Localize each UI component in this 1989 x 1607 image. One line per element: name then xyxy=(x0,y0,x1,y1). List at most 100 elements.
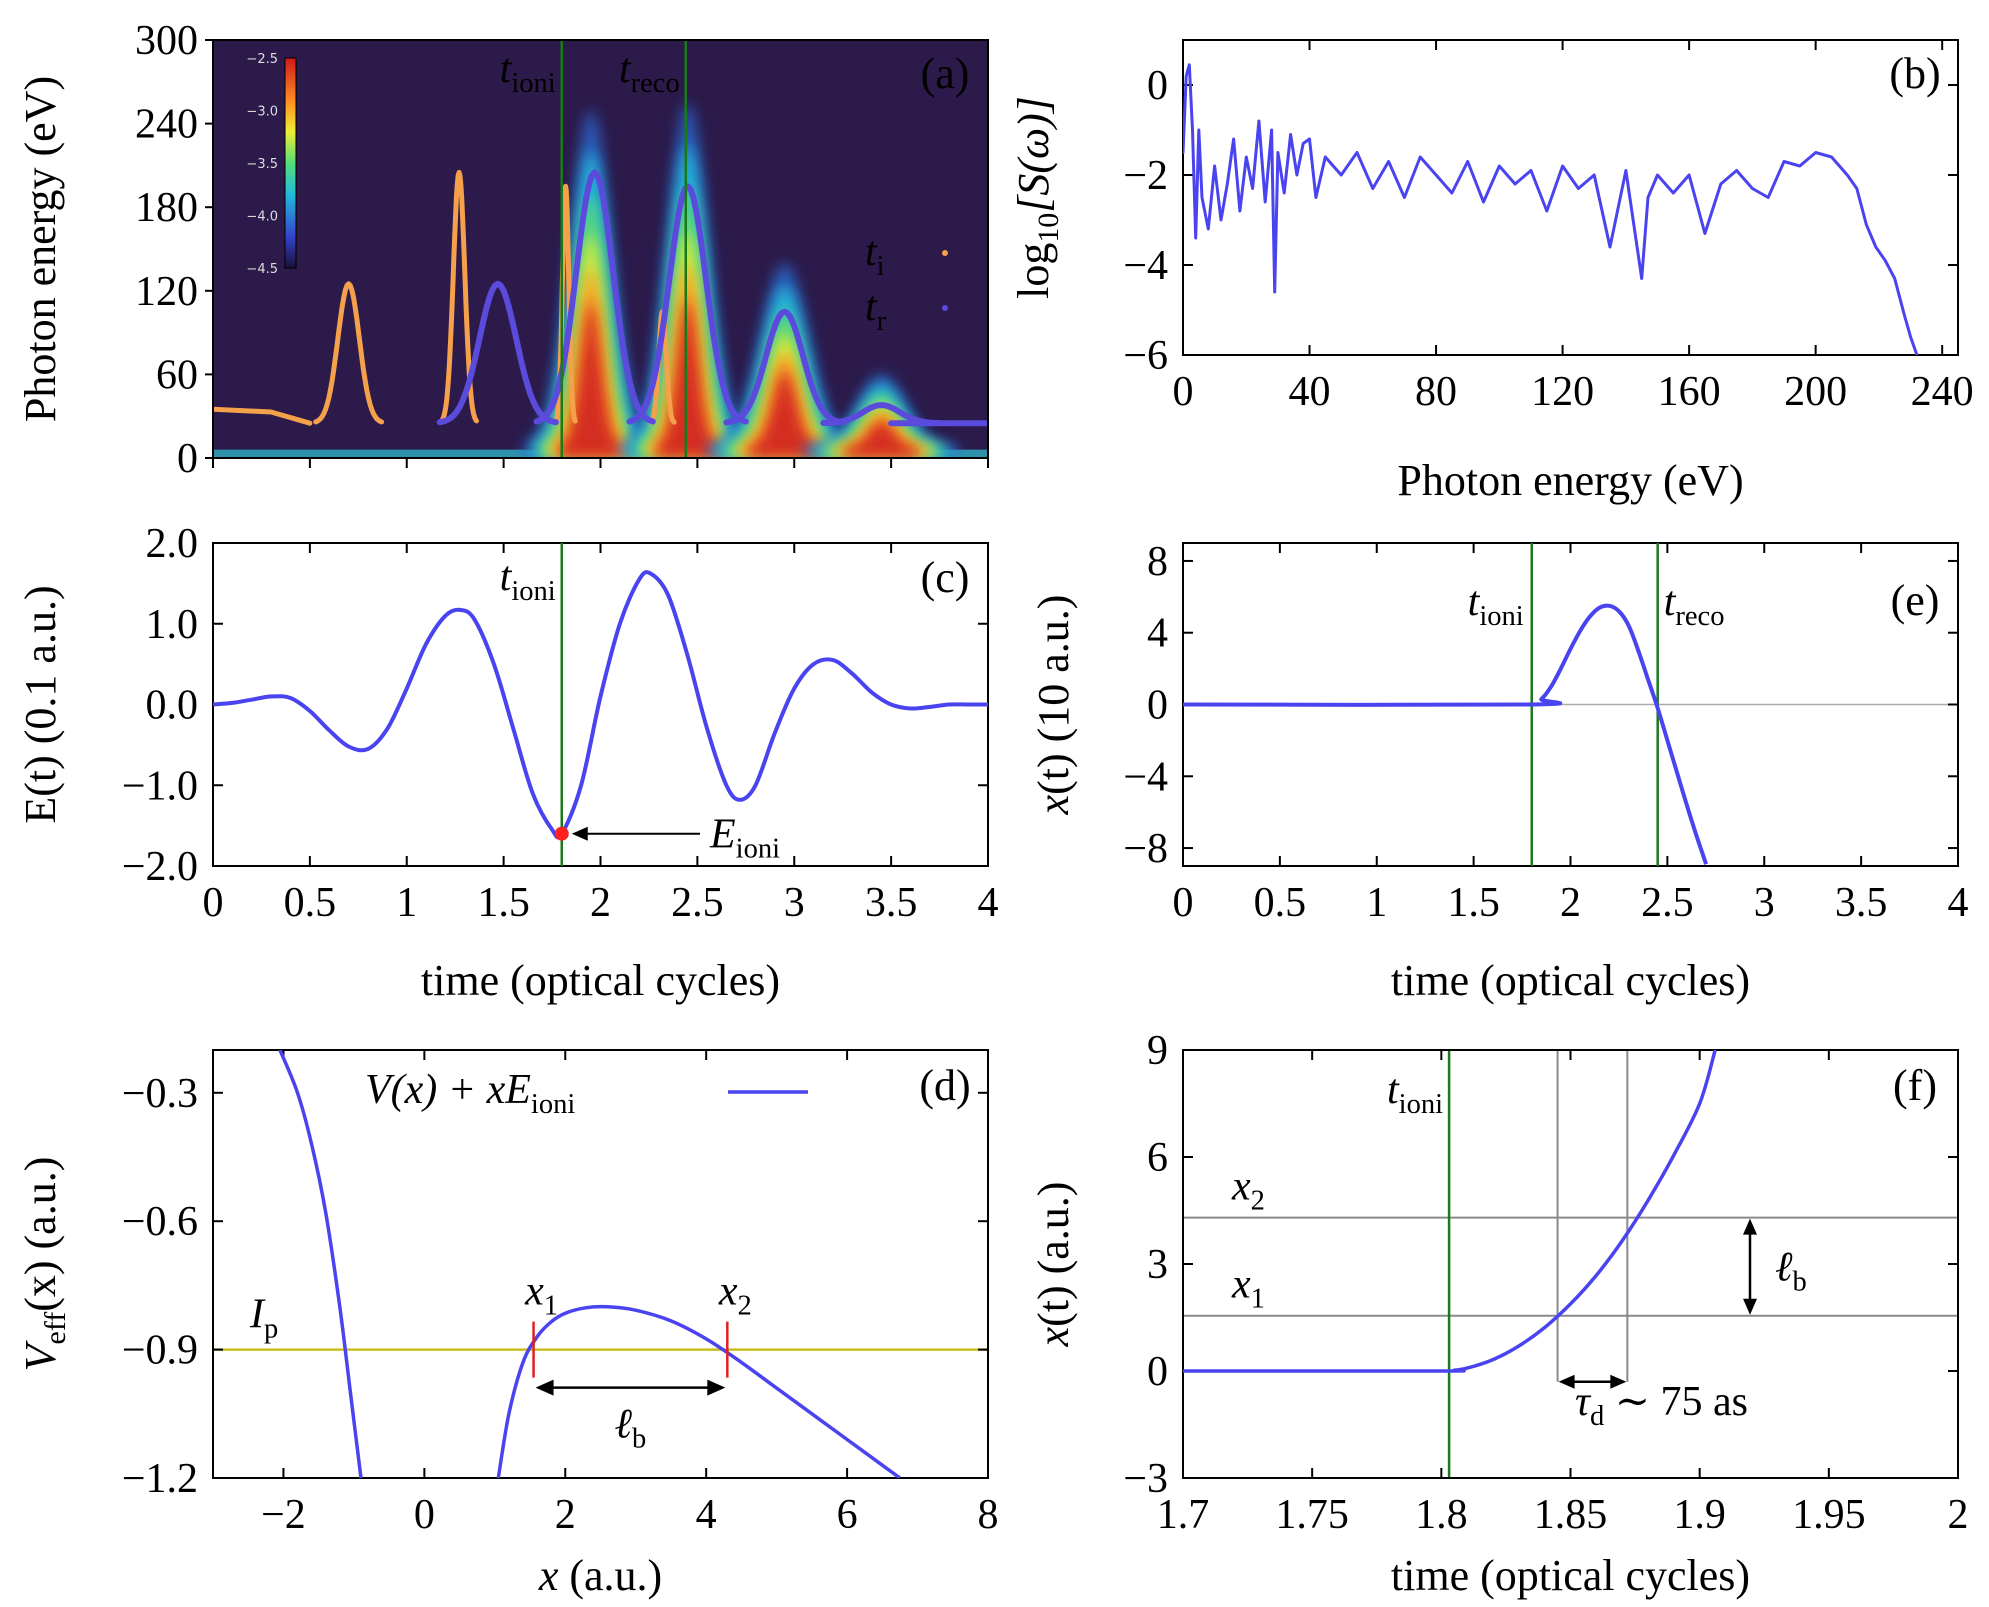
y-tick-label: −2.0 xyxy=(122,844,198,890)
width-label-sub: b xyxy=(1793,1267,1807,1298)
y-tick-label: −0.9 xyxy=(122,1328,198,1374)
y-tick-label: −8 xyxy=(1123,826,1168,872)
barrier-label-1-main: x xyxy=(524,1269,544,1315)
x-tick-label: 3.5 xyxy=(865,880,918,926)
ti-baseline-curve xyxy=(213,406,313,426)
barrier-label-2: x2 xyxy=(718,1269,752,1322)
level-label-1: x1 xyxy=(1231,1262,1265,1315)
delay-label-main: τ xyxy=(1575,1379,1592,1425)
y-axis-label-d: Veff(x) (a.u.) xyxy=(16,1157,72,1372)
x-tick-label: 0.5 xyxy=(1254,880,1307,926)
x-tick-label: 120 xyxy=(1531,369,1594,415)
x-axis-label-e: time (optical cycles) xyxy=(1391,956,1750,1005)
y-tick-label: 60 xyxy=(156,352,198,398)
x-tick-label: 2 xyxy=(1948,1492,1969,1538)
y-tick-label: −4 xyxy=(1123,243,1168,289)
marker-label-reco: treco xyxy=(619,46,680,99)
tr-arc xyxy=(723,308,846,426)
marker-label-ioni-main: t xyxy=(1468,579,1481,625)
y-tick-label: −2 xyxy=(1123,153,1168,199)
y-tick-label: −1.0 xyxy=(122,763,198,809)
y-tick-label: 8 xyxy=(1147,539,1168,585)
ioni-point-label: Eioni xyxy=(709,812,780,865)
y-tick-label: 300 xyxy=(135,18,198,64)
colorbar-tick-label: −3.5 xyxy=(246,157,278,172)
y-axis-label-f-rest: (t) (a.u.) xyxy=(1029,1182,1078,1327)
width-arrowhead-top xyxy=(1743,1218,1757,1235)
x-tick-label: 1.95 xyxy=(1792,1492,1866,1538)
x-tick-label: 1.5 xyxy=(1447,880,1500,926)
y-axis-label-e-main: x xyxy=(1029,794,1078,815)
y-tick-label: 0 xyxy=(177,436,198,482)
y-axis-label-f-main: x xyxy=(1029,1326,1078,1347)
ip-label-main: I xyxy=(249,1292,266,1338)
panel-b-spectrum: 0 40 80 120 160 200 240 0 −2 −4 −6 (b) Photon energy… xyxy=(1009,39,1974,505)
panel-label-b: (b) xyxy=(1889,49,1940,98)
heatmap-blob xyxy=(748,370,821,458)
x-tick-label: 80 xyxy=(1415,369,1457,415)
ioni-point-label-main: E xyxy=(709,812,736,858)
ti-arc xyxy=(313,281,385,425)
marker-label-reco-main: t xyxy=(619,46,632,92)
width-label: ℓb xyxy=(1775,1245,1807,1298)
legend-marker-r xyxy=(942,305,948,311)
y-axis-label-a: Photon energy (eV) xyxy=(16,76,65,422)
x-tick-label: 0 xyxy=(203,880,224,926)
legend-label-r-main: t xyxy=(865,284,878,330)
delay-arrowhead-left xyxy=(1558,1374,1575,1389)
x-tick-label: 8 xyxy=(978,1492,999,1538)
x-tick-label: −2 xyxy=(261,1492,306,1538)
x-tick-label: 1.75 xyxy=(1275,1492,1349,1538)
panel-d-frame xyxy=(212,1049,989,1479)
ip-label: Ip xyxy=(249,1292,278,1345)
width-arrowhead-right xyxy=(707,1379,726,1396)
marker-label-ioni-sub: ioni xyxy=(511,68,555,99)
legend-label-i-sub: i xyxy=(877,251,885,282)
colorbar-tick-label: −4.0 xyxy=(246,210,278,225)
x-tick-label: 0.5 xyxy=(284,880,337,926)
y-tick-label: 1.0 xyxy=(146,602,199,648)
marker-label-ioni-main: t xyxy=(500,46,513,92)
legend-label-sub: ioni xyxy=(531,1089,575,1120)
marker-label-ioni-main: t xyxy=(500,554,513,600)
y-axis-label-c: E(t) (0.1 a.u.) xyxy=(16,585,65,823)
panel-label-f: (f) xyxy=(1893,1061,1937,1110)
level-label-1-sub: 1 xyxy=(1251,1284,1265,1315)
ioni-point xyxy=(554,826,569,841)
x-tick-label: 1.9 xyxy=(1673,1492,1726,1538)
y-axis-label-b-main: log xyxy=(1009,243,1058,299)
marker-label-reco-main: t xyxy=(1664,579,1677,625)
y-tick-label: 4 xyxy=(1147,611,1168,657)
x-tick-label: 2 xyxy=(1560,880,1581,926)
y-tick-label: 9 xyxy=(1147,1028,1168,1074)
x-axis-label-d-main: x xyxy=(538,1551,559,1600)
x-tick-label: 1 xyxy=(1366,880,1387,926)
x-tick-label: 1.85 xyxy=(1534,1492,1608,1538)
x-tick-label: 40 xyxy=(1289,369,1331,415)
x-axis-label-b: Photon energy (eV) xyxy=(1397,456,1743,505)
width-label: ℓb xyxy=(615,1402,647,1455)
y-axis-label-e: x(t) (10 a.u.) xyxy=(1029,595,1078,816)
colorbar xyxy=(284,57,297,269)
marker-label-ioni-sub: ioni xyxy=(1399,1089,1443,1120)
x-tick-label: 1.7 xyxy=(1157,1492,1210,1538)
ioni-arrowhead xyxy=(571,826,588,841)
x-tick-label: 4 xyxy=(1948,880,1969,926)
y-tick-label: −0.6 xyxy=(122,1199,198,1245)
x-tick-label: 2.5 xyxy=(671,880,724,926)
y-tick-label: −1.2 xyxy=(122,1456,198,1502)
width-label-main: ℓ xyxy=(1775,1245,1793,1291)
potential-left-branch xyxy=(278,1050,363,1478)
marker-label-ioni-sub: ioni xyxy=(1479,601,1523,632)
panel-label-c: (c) xyxy=(921,553,970,602)
ioni-point-label-sub: ioni xyxy=(736,834,780,865)
y-tick-label: 3 xyxy=(1147,1242,1168,1288)
tr-arc xyxy=(626,183,749,425)
y-axis-label-d-sub: eff xyxy=(39,1312,72,1345)
marker-label-reco: treco xyxy=(1664,579,1725,632)
y-tick-label: −6 xyxy=(1123,333,1168,379)
colorbar-tick-label: −4.5 xyxy=(246,262,278,277)
barrier-label-1-sub: 1 xyxy=(544,1291,558,1322)
